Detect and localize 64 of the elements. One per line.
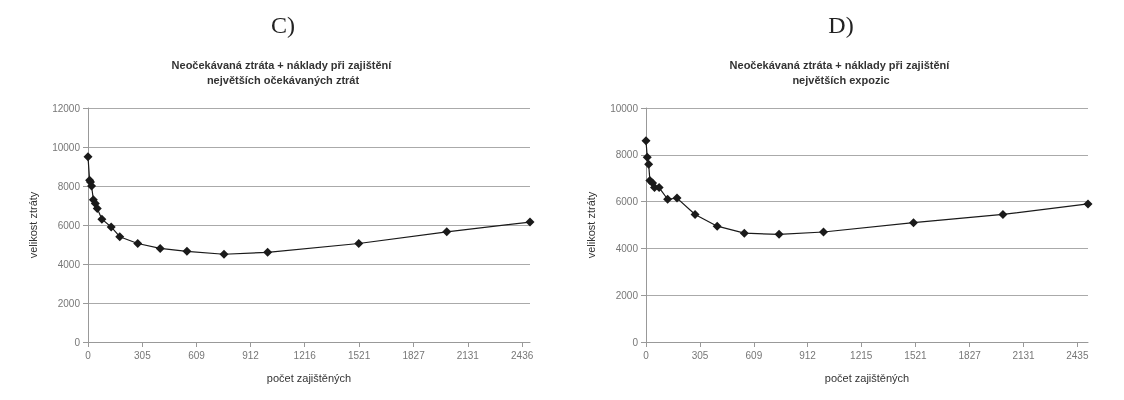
y-tick-label: 10000: [610, 102, 639, 114]
x-tick-label: 609: [188, 349, 206, 361]
x-tick-label: 1827: [402, 349, 426, 361]
chart-subtitle: Neočekávaná ztráta + náklady při zajištění největších očekávaných ztrát: [171, 58, 395, 86]
y-tick-label: 4000: [57, 258, 81, 270]
x-tick-label: 1521: [904, 349, 928, 361]
point: [525, 217, 535, 227]
chart-subtitle: Neočekávaná ztráta + náklady při zajištění největších expozic: [729, 58, 953, 86]
point: [712, 221, 722, 231]
x-tick-label: 1521: [347, 349, 371, 361]
point: [672, 193, 682, 203]
x-tick-label: 912: [799, 349, 817, 361]
point: [998, 209, 1008, 219]
point: [442, 227, 452, 237]
x-tick-label: 2435: [1066, 349, 1089, 361]
point: [263, 247, 273, 257]
x-tick-label: 1216: [293, 349, 317, 361]
point: [641, 136, 651, 146]
point: [97, 214, 107, 224]
chart-title: C): [271, 12, 295, 38]
x-tick-label: 1827: [958, 349, 982, 361]
x-tick-label: 609: [745, 349, 763, 361]
y-tick-label: 4000: [615, 242, 639, 254]
y-tick-label: 8000: [57, 180, 81, 192]
point: [819, 227, 829, 237]
y-axis-title: velikost ztráty: [584, 191, 597, 259]
point: [115, 232, 125, 242]
point: [663, 194, 673, 204]
x-tick-label: 2131: [456, 349, 480, 361]
point: [133, 239, 143, 249]
point: [182, 246, 192, 256]
point: [1083, 199, 1093, 209]
x-tick-label: 305: [134, 349, 152, 361]
x-tick-label: 305: [691, 349, 709, 361]
y-tick-label: 0: [632, 336, 639, 348]
x-tick-label: 0: [85, 349, 92, 361]
x-tick-label: 912: [242, 349, 260, 361]
point: [644, 159, 654, 169]
x-tick-label: 2436: [511, 349, 534, 361]
x-axis-title: počet zajištěných: [266, 371, 352, 384]
point: [83, 152, 93, 162]
point: [774, 229, 784, 239]
y-tick-label: 2000: [615, 289, 639, 301]
y-tick-label: 6000: [57, 219, 81, 231]
y-tick-label: 2000: [57, 297, 81, 309]
chart-title: D): [828, 12, 854, 38]
x-axis-title: počet zajištěných: [824, 371, 910, 384]
point: [690, 209, 700, 219]
y-tick-label: 0: [74, 336, 81, 348]
point: [219, 249, 229, 259]
x-tick-label: 1215: [850, 349, 873, 361]
point: [155, 243, 165, 253]
point: [642, 152, 652, 162]
point: [739, 228, 749, 238]
y-tick-label: 10000: [52, 141, 81, 153]
y-tick-label: 12000: [52, 102, 81, 114]
y-tick-label: 8000: [615, 149, 639, 161]
y-tick-label: 6000: [615, 196, 639, 208]
point: [354, 239, 364, 249]
point: [909, 218, 918, 228]
point: [106, 222, 116, 232]
y-axis-title: velikost ztráty: [26, 191, 39, 259]
x-tick-label: 0: [643, 349, 650, 361]
x-tick-label: 2131: [1012, 349, 1036, 361]
